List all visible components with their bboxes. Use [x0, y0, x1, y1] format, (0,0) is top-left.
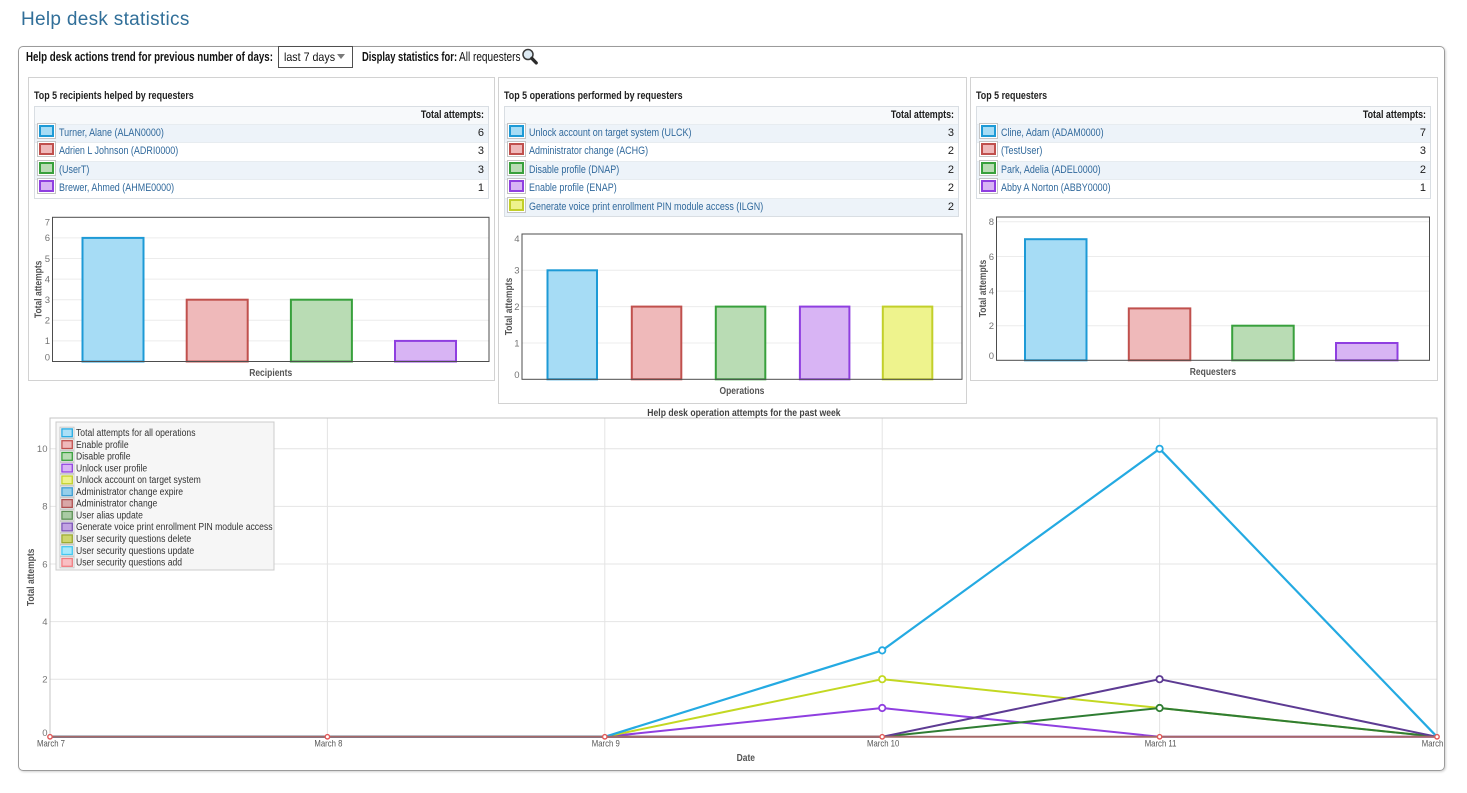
svg-text:March 10: March 10	[867, 739, 899, 750]
svg-text:March 12: March 12	[1422, 739, 1454, 750]
svg-text:1: 1	[514, 338, 519, 349]
svg-text:Generate voice print enrollmen: Generate voice print enrollment PIN modu…	[76, 522, 273, 533]
svg-text:0: 0	[514, 370, 519, 381]
svg-text:3: 3	[45, 295, 50, 306]
svg-text:2: 2	[989, 321, 994, 332]
svg-text:User security questions delete: User security questions delete	[76, 534, 192, 545]
svg-text:Total attempts: Total attempts	[977, 260, 989, 318]
svg-text:Disable profile: Disable profile	[76, 452, 131, 463]
svg-text:Administrator change expire: Administrator change expire	[76, 487, 183, 498]
svg-text:2: 2	[42, 675, 47, 686]
svg-text:Recipients: Recipients	[249, 367, 292, 379]
svg-text:0: 0	[989, 351, 994, 362]
svg-text:Administrator change: Administrator change	[76, 499, 158, 510]
svg-text:March 11: March 11	[1145, 739, 1177, 750]
svg-text:4: 4	[42, 617, 47, 628]
svg-text:March 8: March 8	[314, 739, 342, 750]
svg-text:User security questions add: User security questions add	[76, 558, 182, 569]
svg-text:3: 3	[514, 266, 519, 277]
svg-text:March 7: March 7	[37, 739, 65, 750]
svg-text:Date: Date	[737, 752, 756, 764]
svg-text:Unlock account on target syste: Unlock account on target system	[76, 475, 201, 486]
svg-text:7: 7	[45, 217, 50, 228]
svg-text:10: 10	[37, 444, 48, 455]
svg-text:4: 4	[989, 286, 994, 297]
svg-text:6: 6	[42, 559, 47, 570]
svg-text:Total attempts: Total attempts	[33, 260, 45, 318]
svg-text:6: 6	[45, 233, 50, 244]
svg-text:Enable profile: Enable profile	[76, 440, 129, 451]
svg-text:User security questions update: User security questions update	[76, 546, 194, 557]
svg-text:March 9: March 9	[592, 739, 620, 750]
svg-text:4: 4	[45, 274, 50, 285]
svg-text:2: 2	[514, 302, 519, 313]
svg-text:0: 0	[45, 352, 50, 363]
svg-text:Operations: Operations	[720, 385, 765, 397]
svg-text:5: 5	[45, 254, 50, 265]
svg-text:User alias update: User alias update	[76, 511, 143, 522]
svg-text:8: 8	[989, 217, 994, 228]
svg-text:0: 0	[42, 728, 47, 739]
svg-text:6: 6	[989, 252, 994, 263]
svg-text:2: 2	[45, 316, 50, 327]
svg-text:Total attempts: Total attempts	[25, 548, 37, 606]
svg-text:Help desk operation attempts f: Help desk operation attempts for the pas…	[647, 407, 840, 419]
svg-text:1: 1	[45, 336, 50, 347]
svg-text:Total attempts: Total attempts	[503, 278, 515, 336]
svg-text:Total attempts for all operati: Total attempts for all operations	[76, 428, 196, 439]
svg-text:8: 8	[42, 502, 47, 513]
svg-text:4: 4	[514, 234, 519, 245]
svg-text:Requesters: Requesters	[1190, 366, 1236, 378]
svg-text:Unlock user profile: Unlock user profile	[76, 463, 148, 474]
